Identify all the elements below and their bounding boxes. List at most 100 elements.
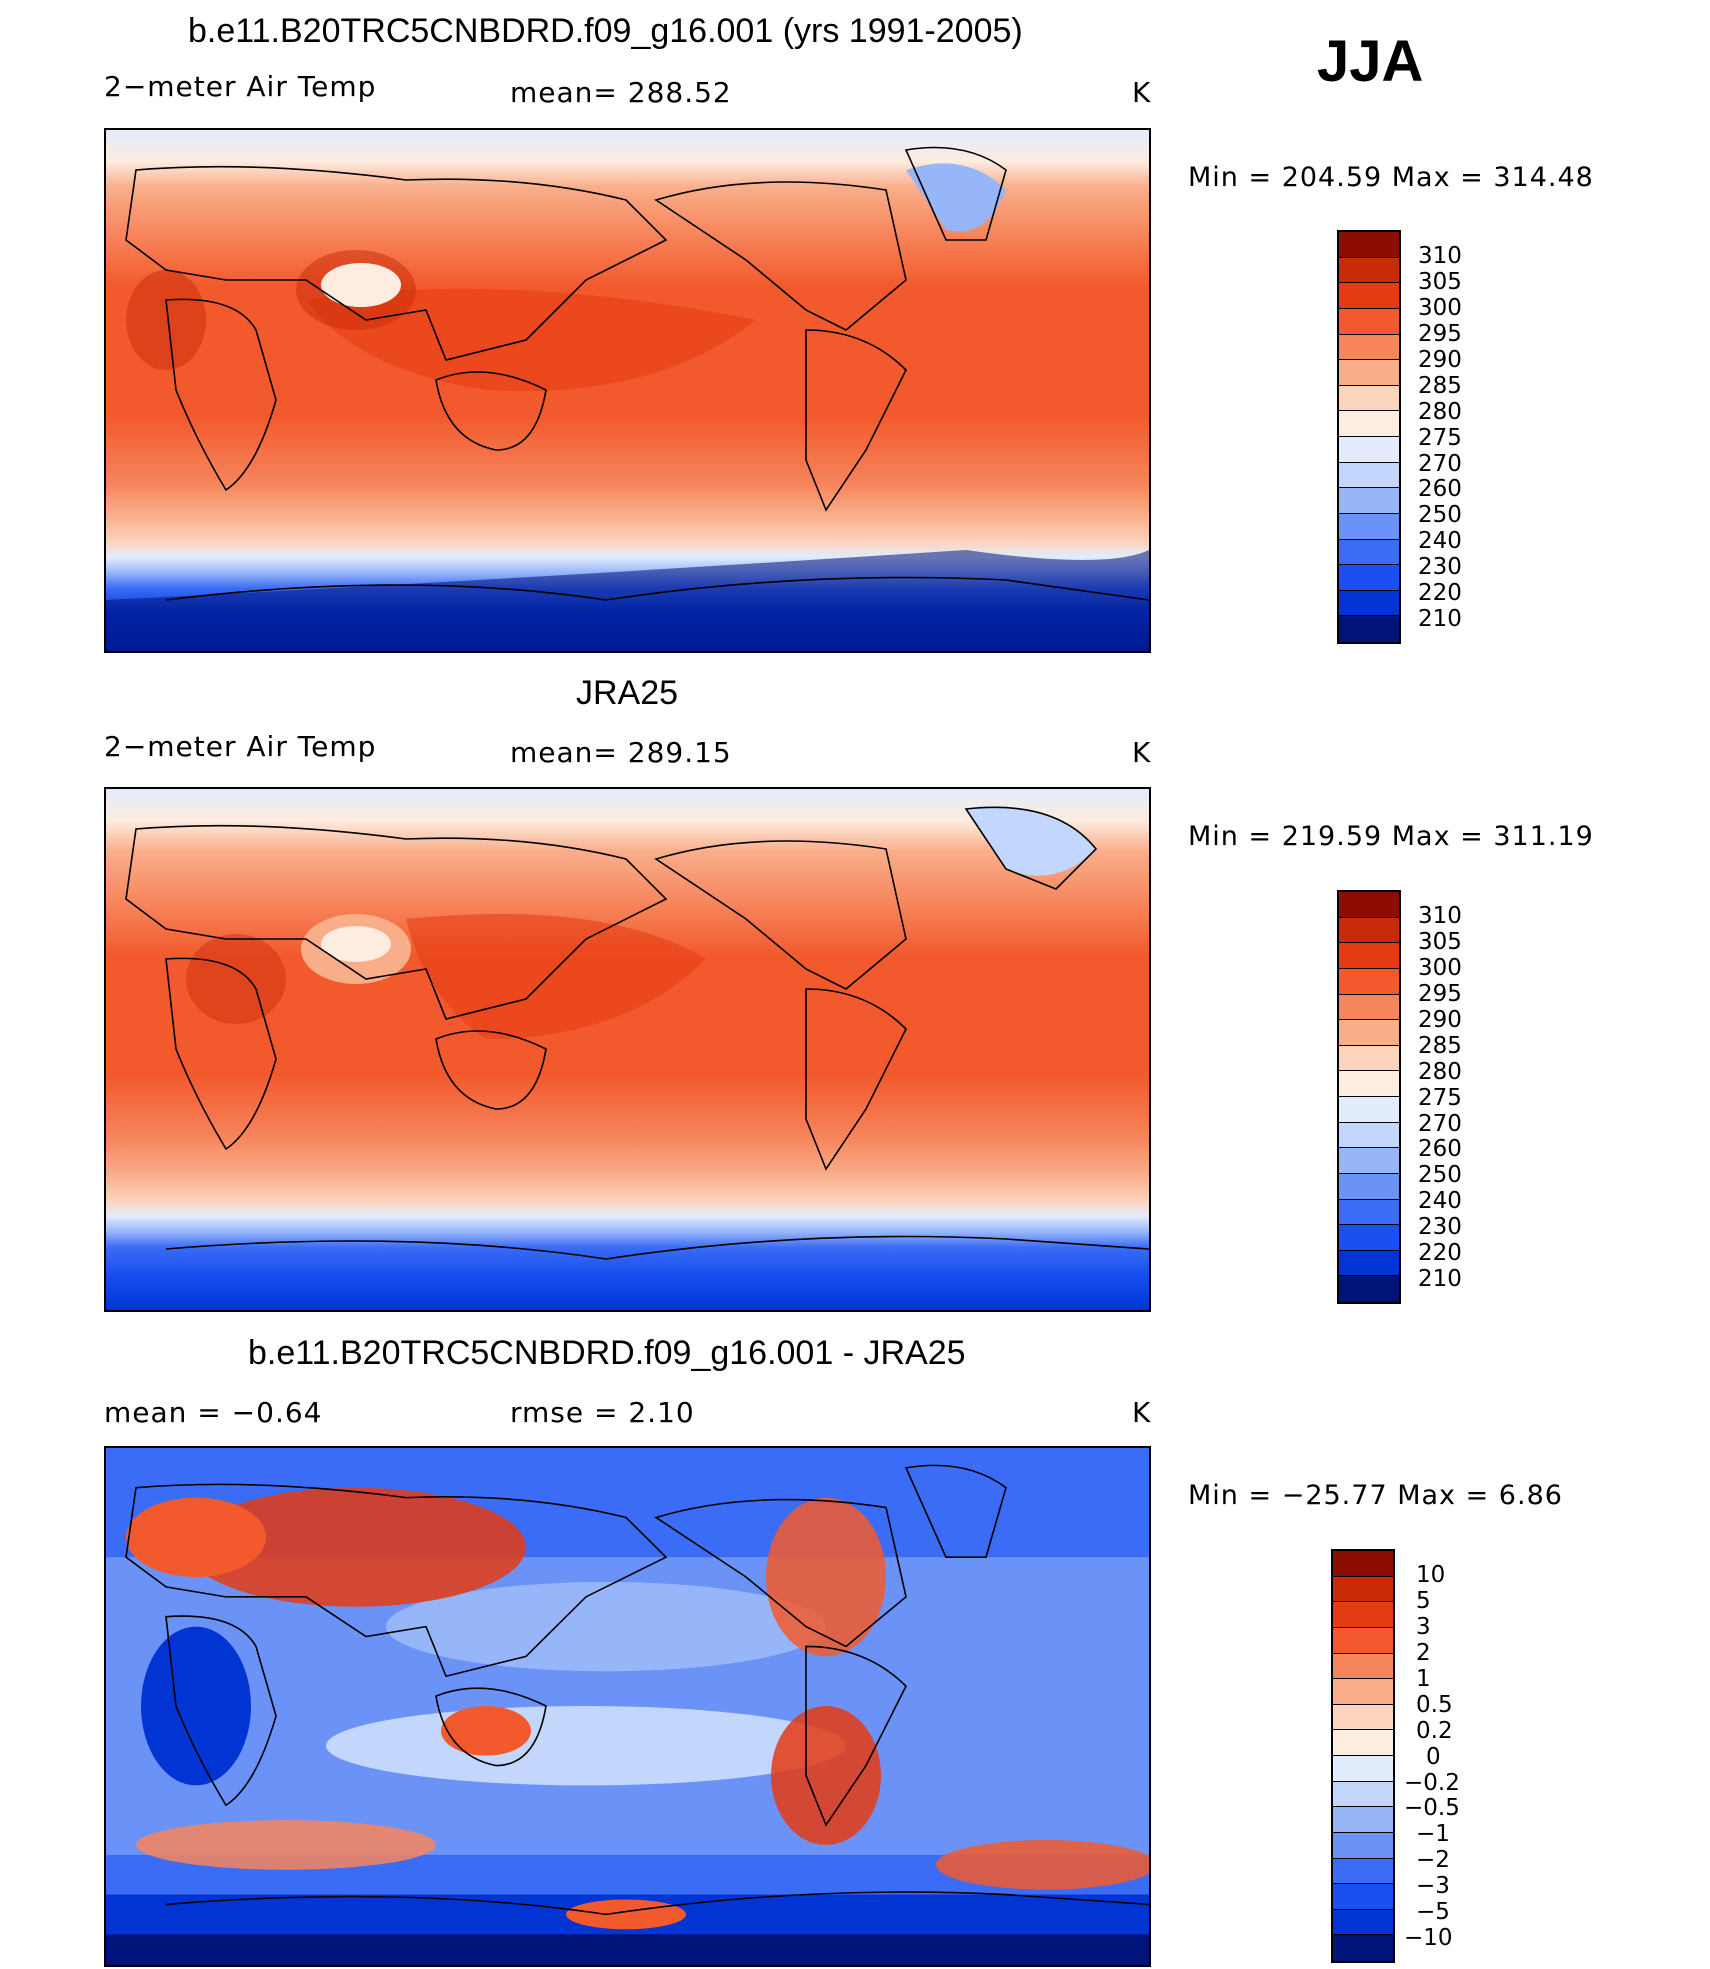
- colorbar-swatch: [1339, 360, 1399, 386]
- panel3-units-label: K: [1132, 1396, 1152, 1429]
- colorbar-swatch: [1339, 892, 1399, 918]
- panel2-title: JRA25: [576, 674, 679, 712]
- colorbar-tick-label: 240: [1418, 528, 1462, 554]
- panel1-map-field: [106, 130, 1149, 651]
- panel2-map: [104, 787, 1151, 1312]
- panel3-map: [104, 1446, 1151, 1967]
- colorbar-swatch: [1339, 1199, 1399, 1226]
- colorbar-swatch: [1339, 411, 1399, 437]
- colorbar-swatch: [1333, 1807, 1393, 1833]
- panel1-colorbar: [1337, 230, 1401, 644]
- season-label: JJA: [1317, 29, 1424, 94]
- colorbar-swatch: [1339, 1276, 1399, 1302]
- colorbar-tick-label: 275: [1418, 1085, 1462, 1111]
- panel1-units-label: K: [1132, 76, 1152, 109]
- panel2-colorbar: [1337, 890, 1401, 1304]
- panel1-variable-label: 2−meter Air Temp: [104, 70, 377, 103]
- colorbar-swatch: [1339, 385, 1399, 412]
- colorbar-swatch: [1339, 1148, 1399, 1174]
- colorbar-swatch: [1333, 1935, 1393, 1961]
- colorbar-tick-label: 270: [1418, 451, 1462, 477]
- colorbar-tick-label: 260: [1418, 1136, 1462, 1162]
- panel1-title: b.e11.B20TRC5CNBDRD.f09_g16.001 (yrs 199…: [188, 12, 1023, 50]
- colorbar-swatch: [1333, 1781, 1393, 1808]
- colorbar-swatch: [1339, 334, 1399, 361]
- colorbar-tick-label: 310: [1418, 243, 1462, 269]
- colorbar-swatch: [1333, 1858, 1393, 1885]
- colorbar-tick-label: 280: [1418, 399, 1462, 425]
- colorbar-swatch: [1339, 462, 1399, 489]
- colorbar-tick-label: −10: [1404, 1925, 1453, 1951]
- colorbar-swatch: [1333, 1679, 1393, 1705]
- panel3-mean-label: mean = −0.64: [104, 1396, 323, 1429]
- colorbar-swatch: [1339, 994, 1399, 1021]
- colorbar-tick-label: 1: [1416, 1666, 1431, 1692]
- panel2-units-label: K: [1132, 736, 1152, 769]
- colorbar-tick-label: 285: [1418, 1033, 1462, 1059]
- colorbar-tick-label: 305: [1418, 269, 1462, 295]
- panel2-map-field: [106, 789, 1149, 1310]
- panel1-mean-label: mean= 288.52: [510, 76, 732, 109]
- colorbar-tick-label: 285: [1418, 373, 1462, 399]
- colorbar-swatch: [1339, 437, 1399, 463]
- colorbar-swatch: [1339, 1097, 1399, 1123]
- colorbar-swatch: [1339, 1071, 1399, 1097]
- colorbar-tick-label: 290: [1418, 347, 1462, 373]
- colorbar-swatch: [1339, 283, 1399, 309]
- colorbar-tick-label: 300: [1418, 955, 1462, 981]
- colorbar-tick-label: 220: [1418, 580, 1462, 606]
- colorbar-tick-label: 295: [1418, 981, 1462, 1007]
- colorbar-swatch: [1339, 943, 1399, 969]
- colorbar-tick-label: 310: [1418, 903, 1462, 929]
- colorbar-swatch: [1339, 1225, 1399, 1251]
- colorbar-tick-label: 0.2: [1416, 1718, 1453, 1744]
- panel3-rmse-label: rmse = 2.10: [510, 1396, 695, 1429]
- colorbar-tick-label: −3: [1416, 1873, 1450, 1899]
- colorbar-swatch: [1333, 1832, 1393, 1859]
- panel3-minmax-label: Min = −25.77 Max = 6.86: [1188, 1480, 1563, 1511]
- colorbar-tick-label: 300: [1418, 295, 1462, 321]
- colorbar-swatch: [1339, 539, 1399, 566]
- colorbar-tick-label: 270: [1418, 1111, 1462, 1137]
- panel1-map: [104, 128, 1151, 653]
- colorbar-tick-label: 2: [1416, 1640, 1431, 1666]
- colorbar-tick-label: 280: [1418, 1059, 1462, 1085]
- colorbar-tick-label: 290: [1418, 1007, 1462, 1033]
- colorbar-swatch: [1339, 1250, 1399, 1277]
- colorbar-tick-label: 0: [1426, 1744, 1441, 1770]
- colorbar-tick-label: 3: [1416, 1614, 1431, 1640]
- colorbar-tick-label: −5: [1416, 1899, 1450, 1925]
- colorbar-tick-label: 230: [1418, 554, 1462, 580]
- colorbar-swatch: [1339, 257, 1399, 284]
- panel3-map-field: [106, 1448, 1149, 1965]
- colorbar-swatch: [1333, 1653, 1393, 1680]
- panel2-variable-label: 2−meter Air Temp: [104, 730, 377, 763]
- colorbar-swatch: [1339, 513, 1399, 540]
- colorbar-swatch: [1339, 488, 1399, 514]
- colorbar-swatch: [1339, 968, 1399, 995]
- colorbar-tick-label: 275: [1418, 425, 1462, 451]
- colorbar-tick-label: 260: [1418, 476, 1462, 502]
- colorbar-tick-label: 0.5: [1416, 1692, 1453, 1718]
- panel1-minmax-label: Min = 204.59 Max = 314.48: [1188, 162, 1594, 193]
- colorbar-swatch: [1339, 1173, 1399, 1200]
- colorbar-tick-label: −0.5: [1404, 1795, 1460, 1821]
- panel2-minmax-label: Min = 219.59 Max = 311.19: [1188, 821, 1594, 852]
- panel2-mean-label: mean= 289.15: [510, 736, 732, 769]
- colorbar-tick-label: −1: [1416, 1821, 1450, 1847]
- colorbar-tick-label: 10: [1416, 1562, 1446, 1588]
- colorbar-swatch: [1339, 1020, 1399, 1046]
- colorbar-swatch: [1339, 590, 1399, 617]
- colorbar-swatch: [1339, 616, 1399, 642]
- colorbar-swatch: [1339, 565, 1399, 591]
- colorbar-tick-label: 240: [1418, 1188, 1462, 1214]
- colorbar-swatch: [1333, 1602, 1393, 1628]
- colorbar-swatch: [1333, 1551, 1393, 1577]
- colorbar-tick-label: 305: [1418, 929, 1462, 955]
- colorbar-tick-label: 295: [1418, 321, 1462, 347]
- colorbar-swatch: [1333, 1884, 1393, 1910]
- colorbar-tick-label: 220: [1418, 1240, 1462, 1266]
- panel3-colorbar: [1331, 1549, 1395, 1963]
- colorbar-swatch: [1339, 308, 1399, 335]
- colorbar-tick-label: 250: [1418, 1162, 1462, 1188]
